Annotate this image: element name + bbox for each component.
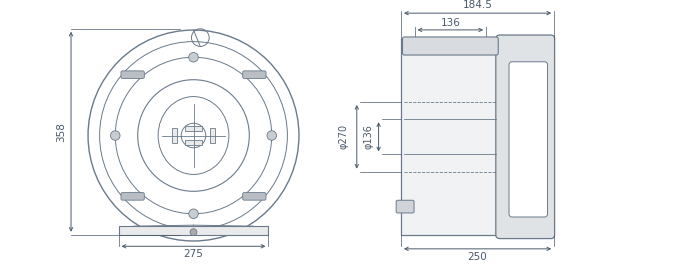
- Circle shape: [111, 131, 120, 140]
- Text: φ270: φ270: [338, 124, 348, 149]
- Circle shape: [190, 229, 197, 236]
- FancyBboxPatch shape: [243, 193, 266, 200]
- FancyBboxPatch shape: [509, 62, 547, 217]
- FancyBboxPatch shape: [121, 193, 144, 200]
- Text: 136: 136: [440, 19, 461, 28]
- Bar: [401, 39, 500, 235]
- Bar: [119, 226, 268, 235]
- Text: 184.5: 184.5: [463, 1, 493, 10]
- Circle shape: [189, 209, 198, 219]
- Bar: [210, 128, 216, 143]
- FancyBboxPatch shape: [396, 200, 414, 213]
- FancyBboxPatch shape: [121, 71, 144, 78]
- Text: φ136: φ136: [363, 124, 373, 149]
- FancyBboxPatch shape: [402, 37, 498, 55]
- Text: 275: 275: [183, 249, 204, 259]
- FancyBboxPatch shape: [243, 71, 266, 78]
- Circle shape: [189, 52, 198, 62]
- Bar: [185, 140, 202, 145]
- Circle shape: [267, 131, 276, 140]
- Text: 250: 250: [468, 251, 487, 262]
- FancyBboxPatch shape: [496, 35, 554, 238]
- Text: 358: 358: [56, 122, 66, 142]
- Bar: [185, 126, 202, 131]
- Bar: [172, 128, 177, 143]
